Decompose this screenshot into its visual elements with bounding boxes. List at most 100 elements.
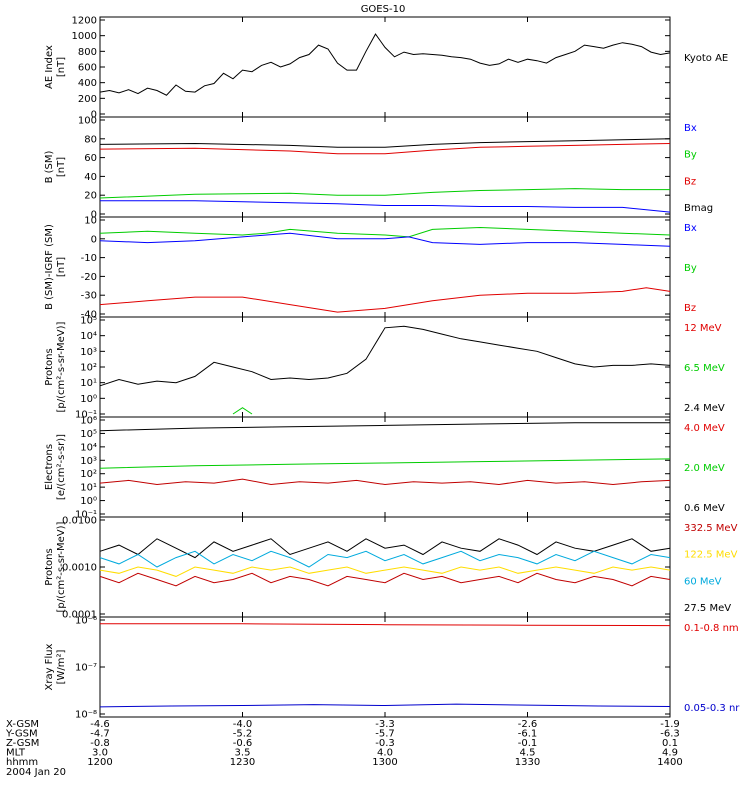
panel-frame [99, 516, 671, 618]
x-axis-value: 4.5 [520, 748, 536, 759]
chart-title: GOES-10 [361, 4, 406, 15]
series-line-bz [99, 143, 671, 155]
x-axis-value: -0.3 [375, 738, 395, 749]
series-line-4-0-mev [99, 478, 671, 486]
x-axis-value: -0.6 [233, 738, 253, 749]
y-tick-label: 10⁰ [80, 496, 97, 507]
y-tick-label: 10⁴ [80, 442, 97, 453]
x-axis-value: -1.9 [660, 719, 680, 730]
y-tick-label: 10⁶ [80, 416, 97, 427]
y-axis-label: [nT] [56, 257, 67, 277]
y-tick-label: 10⁻¹ [75, 510, 97, 521]
y-tick-label: 10⁻⁷ [75, 663, 97, 674]
y-axis-label: B (SM) [44, 150, 55, 183]
panel-protons_high: 0.0001 0.0010 0.0100 Protons [p/(cm²-s-sr-Me… [44, 516, 738, 621]
y-axis-label: Xray Flux [44, 643, 55, 690]
legend-label: Bmag [684, 203, 713, 214]
x-axis-value: -0.8 [90, 738, 110, 749]
x-axis-value: 3.0 [92, 748, 108, 759]
series-line-0-1-0-8-nm [100, 623, 671, 627]
legend-label: Bx [684, 223, 697, 234]
y-tick-label: -30 [81, 291, 97, 302]
x-axis-value: -3.3 [375, 719, 395, 730]
y-tick-label: 10¹ [80, 483, 97, 494]
x-axis-value: -2.6 [518, 719, 538, 730]
y-tick-label: 10 [84, 216, 97, 227]
y-axis-label: [e/(cm²-s-sr)] [56, 434, 67, 500]
y-tick-label: 0 [91, 234, 97, 245]
series-line-bx [99, 232, 671, 247]
y-tick-label: -40 [81, 310, 97, 321]
panel-bsm: 0 20 40 60 80 100 B (SM) [nT] Bx By Bz Bmag [44, 116, 713, 221]
y-tick-label: 10⁻⁸ [75, 710, 97, 721]
y-tick-label: 10¹ [80, 378, 97, 389]
legend-label: By [684, 150, 697, 161]
legend-label: Kyoto AE [684, 53, 728, 64]
legend-label: 332.5 MeV [684, 523, 738, 534]
series-line-kyoto-ae [99, 33, 671, 96]
y-tick-label: 80 [84, 134, 97, 145]
y-axis-label: [nT] [56, 57, 67, 77]
y-tick-label: 0.0100 [62, 516, 97, 527]
series-line-2-4-mev [99, 325, 671, 387]
y-tick-label: 10⁵ [80, 429, 97, 440]
legend-label: 60 MeV [684, 576, 722, 587]
x-axis-value: -5.7 [375, 729, 395, 740]
y-tick-label: 10² [80, 363, 97, 374]
legend-label: Bz [684, 303, 696, 314]
y-tick-label: 1000 [72, 31, 97, 42]
legend-label: Bx [684, 123, 697, 134]
series-line-60-mev [99, 550, 671, 568]
legend-label: 122.5 MeV [684, 550, 738, 561]
x-axis-value: 3.5 [235, 748, 251, 759]
x-axis-value: 4.0 [377, 748, 393, 759]
y-tick-label: 100 [78, 116, 97, 127]
y-tick-label: 60 [84, 153, 97, 164]
y-tick-label: -10 [81, 253, 97, 264]
series-line-332-5-mev [99, 572, 671, 587]
x-axis-value: 0.1 [662, 738, 678, 749]
panel-protons_low: 10⁻¹ 10⁰ 10¹ 10² 10³ 10⁴ 10⁵ Protons [p/(cm²-s-s… [44, 316, 725, 421]
x-axis-row-label: hhmm [6, 757, 38, 768]
y-tick-label: 10³ [80, 456, 97, 467]
x-axis-value: -0.1 [518, 738, 538, 749]
x-axis-value: 1200 [87, 757, 112, 768]
panel-xray: 10⁻⁸ 10⁻⁷ 10⁻⁶ Xray Flux [W/m²] 0.1-0.8 nm 0.0… [44, 616, 740, 721]
y-axis-label: Electrons [44, 444, 55, 490]
series-line-27-5-mev [99, 538, 671, 559]
x-axis-row-label: X-GSM [6, 719, 39, 730]
x-axis-value: -5.2 [233, 729, 253, 740]
y-tick-label: 800 [78, 47, 97, 58]
panel-frame [99, 116, 671, 218]
panel-frame [99, 416, 671, 518]
y-tick-label: 20 [84, 191, 97, 202]
x-axis-value: 1400 [657, 757, 682, 768]
y-tick-label: 0.0001 [62, 610, 97, 621]
x-axis-row-label: Z-GSM [6, 738, 39, 749]
y-axis-label: Protons [44, 548, 55, 585]
y-tick-label: 400 [78, 78, 97, 89]
y-axis-label: [p/(cm²-s-sr-MeV)] [56, 521, 67, 612]
x-axis-value: 4.9 [662, 748, 678, 759]
panel-ae: 0 200 400 600 800 1000 1200 AE Index [nT] Kyoto A… [44, 16, 728, 121]
x-axis-table: X-GSM -4.6 -4.0 -3.3 -2.6 -1.9 Y-GSM -4.7 -5.2 -5… [5, 719, 683, 768]
y-axis-label: B (SM)-IGRF (SM) [44, 224, 55, 310]
y-tick-label: 200 [78, 94, 97, 105]
legend-label: 6.5 MeV [684, 363, 725, 374]
panel-frame [99, 16, 671, 118]
y-tick-label: 0.0010 [62, 563, 97, 574]
legend-label: Bz [684, 176, 696, 187]
y-tick-label: 600 [78, 63, 97, 74]
panel-frame [99, 616, 671, 718]
x-axis-value: -4.6 [90, 719, 110, 730]
series-line-bx [100, 200, 671, 213]
date-label: 2004 Jan 20 [6, 767, 66, 778]
panel-bigrf: -40 -30 -20 -10 0 10 B (SM)-IGRF (SM) [nT] Bx By B… [44, 216, 697, 321]
series-line-by [99, 226, 671, 238]
series-line-bz [99, 287, 671, 313]
legend-label: 2.0 MeV [684, 463, 725, 474]
y-tick-label: 10² [80, 469, 97, 480]
y-tick-label: 10⁻⁶ [75, 616, 97, 627]
